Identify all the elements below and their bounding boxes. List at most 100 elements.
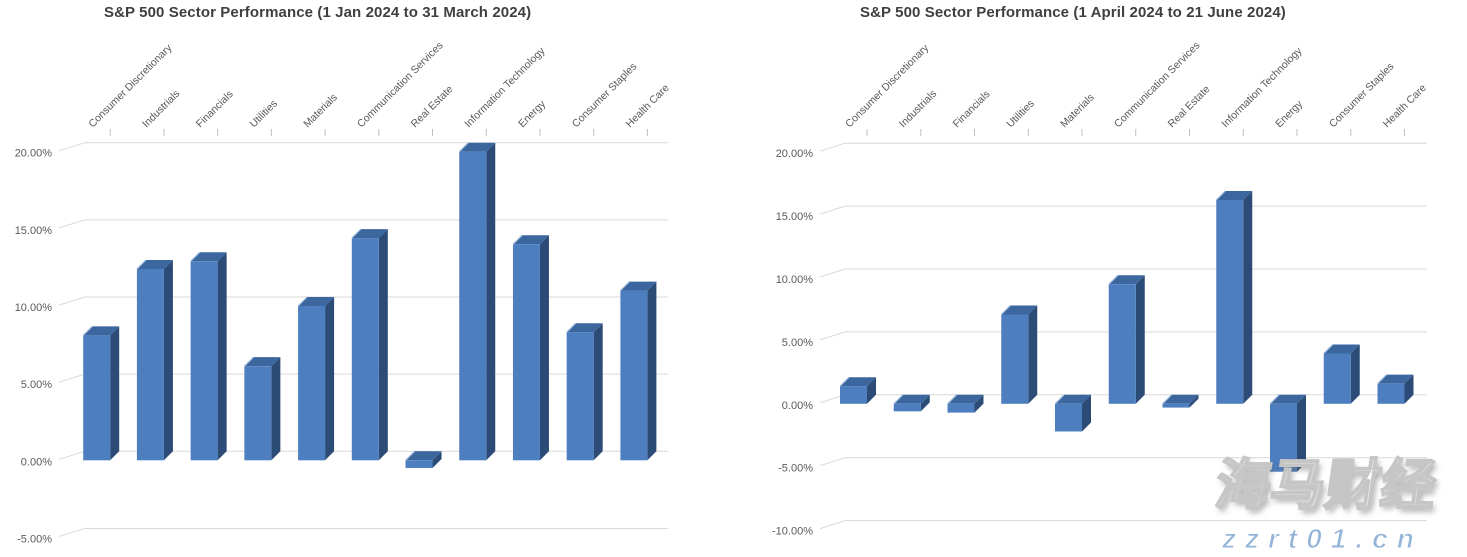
bar-side-face — [486, 142, 496, 461]
bar-materials — [297, 296, 335, 461]
category-label-real-estate: Real Estate — [1166, 83, 1213, 130]
y-tick-label: 10.00% — [15, 302, 53, 314]
bar-top-highlight — [1323, 344, 1334, 354]
bar-front-face — [190, 261, 218, 461]
gridline-20.00% — [819, 142, 1427, 152]
bar-financials — [947, 394, 984, 413]
category-label-energy: Energy — [516, 98, 549, 131]
bar-top-face — [405, 451, 442, 461]
bar-front-face — [566, 332, 594, 461]
bar-consumer-discretionary — [839, 376, 876, 404]
bar-front-face — [1377, 383, 1405, 404]
bar-front-face — [1216, 200, 1244, 404]
bar-side-face — [1028, 305, 1038, 404]
category-label-communication-services: Communication Services — [355, 40, 446, 131]
category-label-real-estate: Real Estate — [409, 83, 456, 130]
bar-front-face — [298, 306, 326, 461]
bar-front-face — [136, 268, 164, 461]
category-label-financials: Financials — [194, 88, 236, 130]
bar-side-face — [432, 451, 442, 469]
bar-top-highlight — [243, 356, 254, 367]
bar-top-face — [893, 394, 930, 404]
bar-top-face — [620, 281, 657, 291]
bar-top-face — [1377, 374, 1414, 384]
bar-front-face — [459, 151, 487, 461]
y-tick-label: 15.00% — [776, 211, 814, 223]
chart-title-q2: S&P 500 Sector Performance (1 April 2024… — [860, 4, 1286, 21]
y-tick-label: 15.00% — [15, 225, 53, 237]
y-tick-label: 5.00% — [21, 379, 52, 391]
y-tick-label: 20.00% — [776, 148, 814, 160]
bar-side-face — [920, 394, 930, 412]
bar-front-face — [405, 460, 433, 469]
bar-consumer-staples — [1323, 344, 1360, 404]
category-label-utilities: Utilities — [1004, 98, 1036, 130]
bar-top-highlight — [512, 234, 523, 245]
bar-front-face — [893, 403, 921, 412]
bar-front-face — [1270, 403, 1297, 472]
bar-financials — [190, 251, 227, 461]
bar-top-face — [1323, 344, 1360, 354]
bar-top-face — [83, 326, 120, 336]
bar-top-face — [351, 229, 388, 239]
bar-top-highlight — [297, 296, 308, 307]
bar-top-highlight — [1377, 374, 1387, 385]
bar-front-face — [1162, 403, 1190, 408]
category-label-energy: Energy — [1273, 98, 1306, 131]
bar-top-face — [298, 297, 335, 306]
bar-side-face — [217, 252, 227, 461]
bar-top-highlight — [1162, 394, 1172, 405]
bar-side-face — [647, 281, 657, 461]
bar-top-highlight — [566, 322, 577, 333]
bar-top-highlight — [893, 394, 904, 405]
bar-top-highlight — [405, 450, 415, 461]
category-label-financials: Financials — [951, 88, 993, 130]
bar-front-face — [244, 366, 272, 461]
bar-side-face — [539, 235, 549, 461]
bar-top-highlight — [619, 281, 630, 291]
bar-side-face — [1243, 191, 1253, 404]
bar-side-face — [378, 229, 388, 461]
bar-health-care — [1377, 374, 1414, 404]
bar-top-face — [1216, 191, 1253, 201]
bar-top-face — [566, 323, 603, 333]
bar-information-technology — [1215, 190, 1253, 404]
bar-top-face — [512, 235, 549, 245]
bar-side-face — [1350, 344, 1360, 404]
chart-title-q1: S&P 500 Sector Performance (1 Jan 2024 t… — [104, 4, 532, 21]
category-label-health-care: Health Care — [624, 82, 672, 130]
bar-top-highlight — [1000, 305, 1011, 315]
bar-top-highlight — [947, 394, 957, 405]
bar-side-face — [1189, 394, 1199, 408]
bar-top-highlight — [1215, 190, 1226, 201]
bar-front-face — [83, 335, 111, 461]
bar-utilities — [1000, 305, 1038, 404]
bar-health-care — [619, 281, 657, 461]
y-tick-label: 5.00% — [782, 337, 813, 349]
category-label-communication-services: Communication Services — [1112, 40, 1203, 131]
bar-communication-services — [1108, 274, 1145, 404]
gridline-15.00% — [819, 205, 1427, 215]
bar-front-face — [1108, 284, 1136, 404]
y-tick-label: 0.00% — [782, 400, 813, 412]
bar-side-face — [1404, 374, 1414, 404]
bar-top-face — [840, 377, 876, 387]
bar-energy — [512, 234, 549, 461]
bar-top-face — [244, 357, 281, 367]
bar-top-face — [1162, 394, 1199, 404]
watermark-brand-text: 海马财经 — [1211, 452, 1442, 518]
bar-top-face — [1001, 305, 1038, 315]
bar-consumer-discretionary — [82, 325, 120, 461]
category-label-industrials: Industrials — [897, 88, 939, 130]
bar-side-face — [110, 326, 120, 461]
bar-communication-services — [351, 228, 388, 461]
category-label-materials: Materials — [301, 92, 340, 131]
bar-energy — [1269, 394, 1306, 472]
bar-top-face — [1108, 275, 1145, 285]
bar-top-highlight — [1269, 394, 1280, 405]
bar-side-face — [593, 323, 603, 461]
bar-side-face — [974, 394, 984, 413]
bar-front-face — [1001, 314, 1029, 404]
y-tick-label: -5.00% — [17, 533, 52, 545]
